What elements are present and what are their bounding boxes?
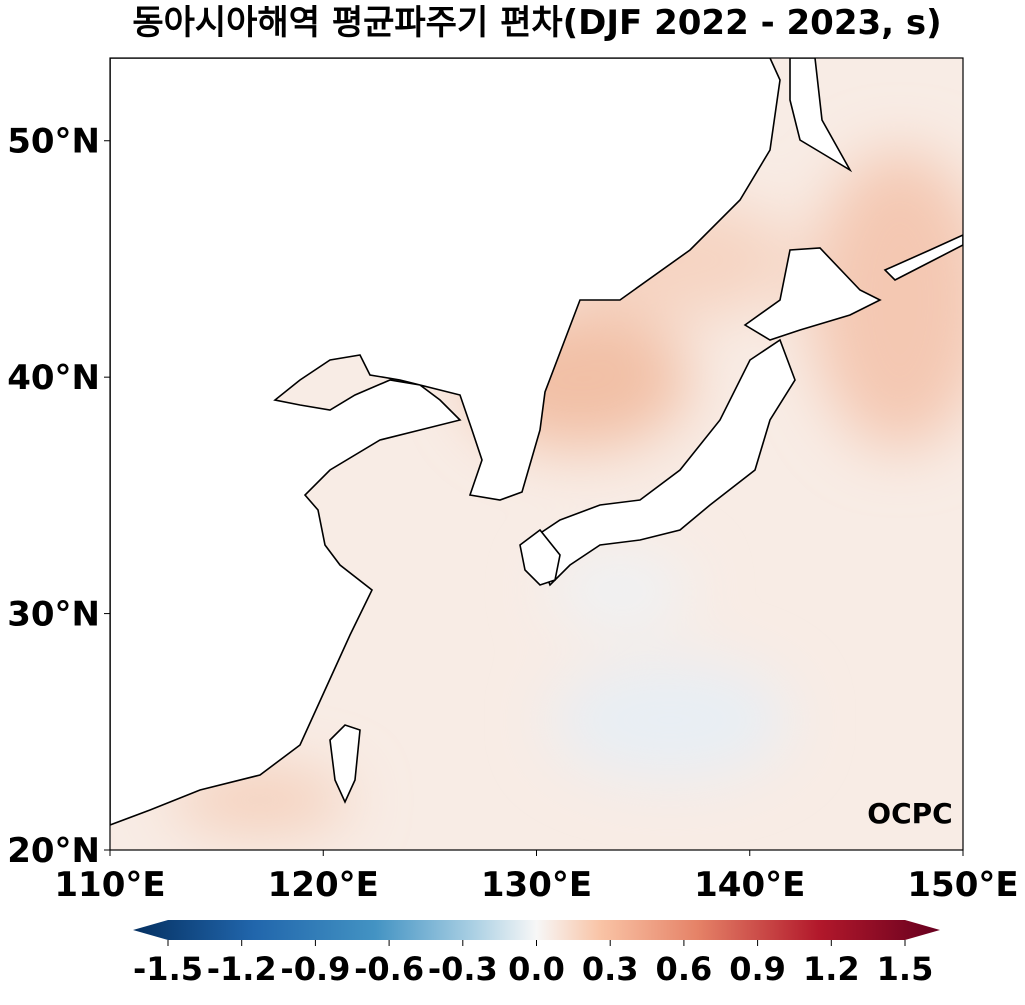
x-tick-label: 130°E [481,865,592,905]
colorbar-tick-label: 0.0 [508,950,565,988]
y-tick-label: 20°N [7,831,100,871]
colorbar-tick-label: -0.9 [280,950,350,988]
colorbar-tick-label: -0.6 [354,950,424,988]
colorbar-tick-label: -0.3 [428,950,498,988]
y-tick-label: 50°N [7,122,100,162]
y-tick-label: 40°N [7,358,100,398]
colorbar-tick-label: 1.2 [803,950,860,988]
colorbar-tick-label: -1.2 [207,950,277,988]
title: 동아시아해역 평균파주기 편차(DJF 2022 - 2023, s) [132,3,941,43]
x-tick-label: 140°E [694,865,805,905]
x-tick-label: 150°E [907,865,1018,905]
y-tick-label: 30°N [7,595,100,635]
x-tick-label: 120°E [268,865,379,905]
map-field [110,58,963,850]
x-tick-label: 110°E [54,865,165,905]
colorbar-tick-label: 0.6 [656,950,713,988]
colorbar-tick-label: 0.9 [729,950,786,988]
colorbar-tick-label: -1.5 [133,950,203,988]
logo: OCPC [867,797,952,830]
colorbar-tick-label: 1.5 [877,950,934,988]
colorbar [133,920,940,940]
colorbar-tick-label: 0.3 [582,950,639,988]
